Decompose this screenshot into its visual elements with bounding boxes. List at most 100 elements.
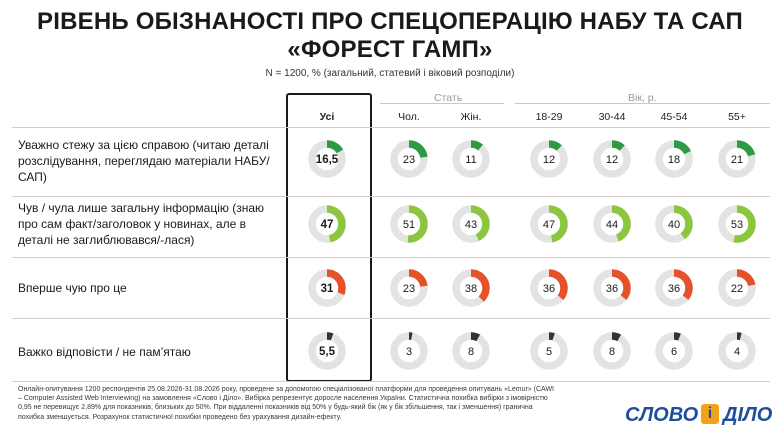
donut-value-label: 21 — [731, 154, 743, 166]
donut-follow-closely-age-45-54: 18 — [655, 140, 693, 178]
donut-arc — [530, 269, 568, 307]
donut-value-label: 4 — [734, 346, 740, 358]
donut-arc — [718, 269, 756, 307]
donut-value-label: 12 — [606, 154, 618, 166]
donut-first-time-male: 23 — [390, 269, 428, 307]
donut-follow-closely-age-30-44: 12 — [593, 140, 631, 178]
donut-follow-closely-age-55-plus: 21 — [718, 140, 756, 178]
donut-value-label: 47 — [321, 219, 334, 231]
group-divider-age — [515, 103, 770, 104]
title-line-1: РІВЕНЬ ОБІЗНАНОСТІ ПРО СПЕЦОПЕРАЦІЮ НАБУ… — [37, 8, 743, 35]
donut-arc — [452, 205, 490, 243]
donut-arc — [718, 140, 756, 178]
donut-arc — [308, 140, 346, 178]
donut-arc — [452, 332, 490, 370]
donut-hard-to-say-age-30-44: 8 — [593, 332, 631, 370]
donut-general-info-age-18-29: 47 — [530, 205, 568, 243]
donut-value-label: 23 — [403, 154, 415, 166]
donut-arc — [390, 140, 428, 178]
donut-arc — [593, 332, 631, 370]
donut-value-label: 16,5 — [316, 154, 339, 166]
donut-arc — [655, 269, 693, 307]
donut-first-time-age-45-54: 36 — [655, 269, 693, 307]
logo-mark: і — [701, 404, 719, 424]
donut-hard-to-say-age-55-plus: 4 — [718, 332, 756, 370]
subtitle: N = 1200, % (загальний, статевий і віков… — [265, 68, 515, 79]
column-header-age-55-plus: 55+ — [728, 111, 746, 123]
row-separator — [12, 318, 770, 319]
column-header-total: Усі — [319, 111, 335, 123]
donut-value-label: 6 — [671, 346, 677, 358]
donut-value-label: 47 — [543, 219, 555, 231]
donut-arc — [452, 140, 490, 178]
row-separator — [12, 196, 770, 197]
donut-general-info-age-55-plus: 53 — [718, 205, 756, 243]
donut-first-time-total: 31 — [308, 269, 346, 307]
donut-value-label: 8 — [468, 346, 474, 358]
row-label-general-info: Чув / чула лише загальну інформацію (зна… — [18, 201, 264, 247]
donut-arc — [530, 332, 568, 370]
donut-arc — [308, 269, 346, 307]
donut-hard-to-say-male: 3 — [390, 332, 428, 370]
column-header-age-18-29: 18-29 — [535, 111, 563, 123]
donut-arc — [530, 140, 568, 178]
column-header-female: Жін. — [460, 111, 482, 123]
donut-value-label: 5 — [546, 346, 552, 358]
donut-hard-to-say-female: 8 — [452, 332, 490, 370]
donut-value-label: 44 — [606, 219, 618, 231]
donut-value-label: 31 — [321, 283, 334, 295]
donut-general-info-age-45-54: 40 — [655, 205, 693, 243]
row-label-first-time: Вперше чую про це — [18, 281, 127, 295]
donut-arc — [452, 269, 490, 307]
donut-value-label: 22 — [731, 283, 743, 295]
donut-value-label: 36 — [668, 283, 680, 295]
donut-arc — [593, 205, 631, 243]
donut-arc — [655, 332, 693, 370]
donut-general-info-male: 51 — [390, 205, 428, 243]
logo-word-2: ДІЛО — [723, 404, 773, 426]
donut-value-label: 36 — [543, 283, 555, 295]
donut-value-label: 5,5 — [319, 346, 336, 358]
donut-value-label: 53 — [731, 219, 743, 231]
donut-first-time-age-30-44: 36 — [593, 269, 631, 307]
donut-first-time-age-18-29: 36 — [530, 269, 568, 307]
column-header-age-45-54: 45-54 — [660, 111, 688, 123]
donut-first-time-female: 38 — [452, 269, 490, 307]
donut-general-info-female: 43 — [452, 205, 490, 243]
donut-arc — [390, 269, 428, 307]
donut-follow-closely-age-18-29: 12 — [530, 140, 568, 178]
title-line-2: «ФОРЕСТ ГАМП» — [287, 36, 493, 63]
donut-value-label: 3 — [406, 346, 412, 358]
row-separator — [12, 381, 770, 382]
donut-arc — [308, 332, 346, 370]
donut-value-label: 18 — [668, 154, 680, 166]
donut-arc — [655, 205, 693, 243]
donut-value-label: 40 — [668, 219, 680, 231]
donut-hard-to-say-age-18-29: 5 — [530, 332, 568, 370]
donut-arc — [390, 332, 428, 370]
donut-hard-to-say-total: 5,5 — [308, 332, 346, 370]
donut-value-label: 38 — [465, 283, 477, 295]
column-header-male: Чол. — [398, 111, 420, 123]
column-header-age-30-44: 30-44 — [598, 111, 626, 123]
donut-follow-closely-total: 16,5 — [308, 140, 346, 178]
row-label-hard-to-say: Важко відповісти / не пам’ятаю — [18, 345, 191, 359]
row-separator — [12, 257, 770, 258]
page-title: РІВЕНЬ ОБІЗНАНОСТІ ПРО СПЕЦОПЕРАЦІЮ НАБУ… — [0, 8, 780, 64]
donut-arc — [718, 205, 756, 243]
donut-value-label: 43 — [465, 219, 477, 231]
donut-value-label: 36 — [606, 283, 618, 295]
group-divider-sex — [380, 103, 504, 104]
donut-arc — [655, 140, 693, 178]
donut-follow-closely-male: 23 — [390, 140, 428, 178]
donut-value-label: 12 — [543, 154, 555, 166]
donut-arc — [593, 140, 631, 178]
row-label-follow-closely: Уважно стежу за цією справою (читаю дета… — [18, 138, 270, 184]
donut-arc — [530, 205, 568, 243]
donut-value-label: 11 — [465, 154, 476, 166]
group-label-sex: Стать — [434, 92, 463, 104]
donut-value-label: 23 — [403, 283, 415, 295]
donut-arc — [718, 332, 756, 370]
group-label-age: Вік, р. — [628, 92, 657, 104]
